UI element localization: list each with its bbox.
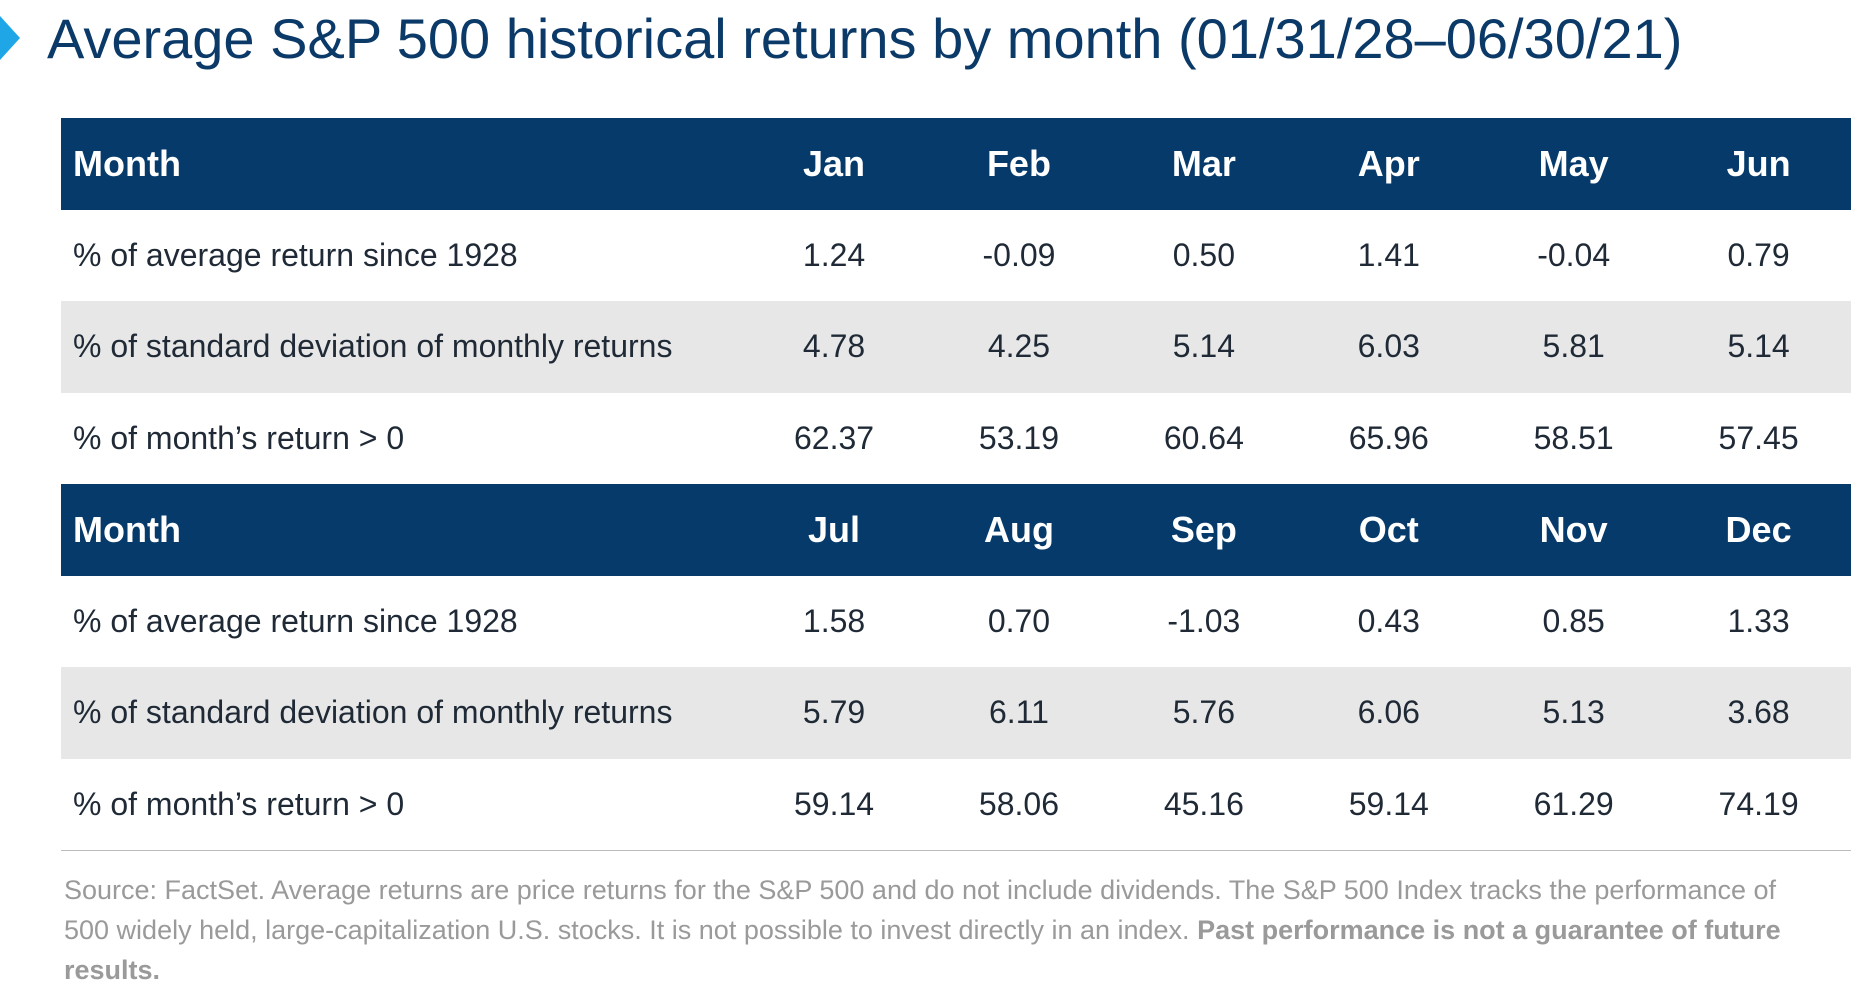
value-cell: 5.13 bbox=[1542, 694, 1605, 731]
title-arrow-icon bbox=[0, 16, 20, 60]
value-cell: 0.50 bbox=[1172, 236, 1235, 273]
row-label: % of average return since 1928 bbox=[73, 236, 518, 273]
source-note: Source: FactSet. Average returns are pri… bbox=[64, 870, 1784, 990]
month-header-cell: Aug bbox=[983, 508, 1054, 550]
value-cell: 1.58 bbox=[802, 602, 866, 639]
value-cell: 5.14 bbox=[1172, 328, 1235, 365]
month-header-cell: Feb bbox=[986, 142, 1051, 184]
row-label: % of month’s return > 0 bbox=[73, 785, 405, 822]
row-positive-months: % of month’s return > 0 59.14 58.06 45.16 59… bbox=[61, 758, 1851, 850]
month-header-cell: Nov bbox=[1539, 508, 1608, 550]
row-label: % of average return since 1928 bbox=[73, 602, 518, 639]
value-cell: 62.37 bbox=[794, 419, 875, 456]
value-cell: 60.64 bbox=[1163, 419, 1244, 456]
month-header-cell: Apr bbox=[1357, 142, 1420, 184]
month-header-cell: Mar bbox=[1171, 142, 1236, 184]
table-bottom-rule bbox=[61, 850, 1851, 851]
value-cell: 3.68 bbox=[1727, 694, 1790, 731]
row-label: % of standard deviation of monthly retur… bbox=[73, 694, 673, 731]
month-header-cell: May bbox=[1538, 142, 1609, 184]
value-cell: 6.06 bbox=[1357, 694, 1420, 731]
returns-table: Month Jan Feb Mar Apr May Jun % of average retu… bbox=[61, 118, 1851, 851]
value-cell: 1.24 bbox=[802, 236, 866, 273]
value-cell: 5.79 bbox=[802, 694, 866, 731]
header-label: Month bbox=[73, 508, 181, 550]
value-cell: 74.19 bbox=[1718, 785, 1799, 822]
row-average-return: % of average return since 1928 1.24 -0.09 0… bbox=[61, 209, 1851, 301]
row-standard-deviation: % of standard deviation of monthly retur… bbox=[61, 301, 1851, 393]
row-average-return: % of average return since 1928 1.58 0.70 -1… bbox=[61, 575, 1851, 667]
source-disclaimer: Past performance is not a guarantee of f… bbox=[64, 915, 1781, 985]
month-header-cell: Sep bbox=[1170, 508, 1237, 550]
month-header-cell: Jan bbox=[803, 142, 866, 184]
value-cell: 0.85 bbox=[1542, 602, 1605, 639]
value-cell: 5.14 bbox=[1727, 328, 1790, 365]
value-cell: 53.19 bbox=[978, 419, 1059, 456]
value-cell: 57.45 bbox=[1718, 419, 1799, 456]
month-header-cell: Jul bbox=[808, 508, 861, 550]
value-cell: 61.29 bbox=[1533, 785, 1614, 822]
row-standard-deviation: % of standard deviation of monthly retur… bbox=[61, 667, 1851, 759]
row-positive-months: % of month’s return > 0 62.37 53.19 60.64 65… bbox=[61, 392, 1851, 484]
value-cell: 59.14 bbox=[794, 785, 875, 822]
value-cell: 0.79 bbox=[1727, 236, 1790, 273]
row-label: % of standard deviation of monthly retur… bbox=[73, 328, 673, 365]
value-cell: 4.25 bbox=[987, 328, 1051, 365]
value-cell: 58.06 bbox=[978, 785, 1059, 822]
value-cell: 6.11 bbox=[989, 694, 1049, 731]
value-cell: 5.76 bbox=[1172, 694, 1235, 731]
month-header-cell: Jun bbox=[1726, 142, 1791, 184]
value-cell: 45.16 bbox=[1163, 785, 1244, 822]
value-cell: 0.70 bbox=[987, 602, 1051, 639]
month-header-cell: Oct bbox=[1358, 508, 1419, 550]
page-title: Average S&P 500 historical returns by mo… bbox=[47, 7, 1683, 70]
value-cell: 1.33 bbox=[1727, 602, 1790, 639]
value-cell: 0.43 bbox=[1357, 602, 1420, 639]
value-cell: 4.78 bbox=[802, 328, 866, 365]
value-cell: 65.96 bbox=[1348, 419, 1429, 456]
table-header-row: Month Jan Feb Mar Apr May Jun bbox=[61, 118, 1851, 210]
value-cell: -0.09 bbox=[982, 236, 1056, 273]
row-label: % of month’s return > 0 bbox=[73, 419, 405, 456]
value-cell: -0.04 bbox=[1537, 236, 1611, 273]
month-header-cell: Dec bbox=[1725, 508, 1792, 550]
source-text: Source: FactSet. Average returns are pri… bbox=[64, 875, 1777, 945]
header-label: Month bbox=[73, 142, 181, 184]
table-header-row: Month Jul Aug Sep Oct Nov Dec bbox=[61, 484, 1851, 576]
value-cell: 59.14 bbox=[1348, 785, 1429, 822]
value-cell: 5.81 bbox=[1542, 328, 1605, 365]
title-bar: Average S&P 500 historical returns by mo… bbox=[0, 0, 1851, 90]
value-cell: -1.03 bbox=[1167, 602, 1241, 639]
value-cell: 6.03 bbox=[1357, 328, 1420, 365]
value-cell: 1.41 bbox=[1357, 236, 1420, 273]
value-cell: 58.51 bbox=[1533, 419, 1614, 456]
